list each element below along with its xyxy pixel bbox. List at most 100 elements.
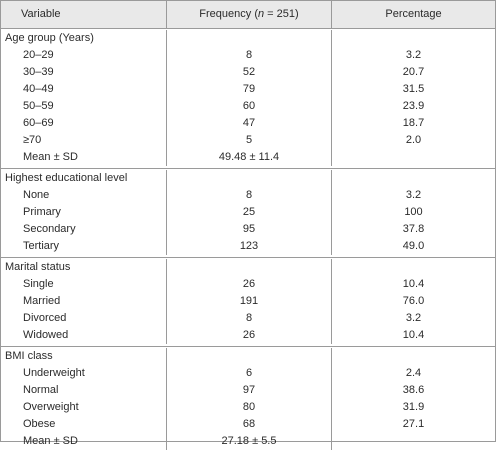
data-row: None 8 3.2 [1,187,495,204]
row-label: Secondary [23,223,76,235]
cell [331,170,495,187]
percentage: 76.0 [331,293,495,310]
data-row: Widowed 26 10.4 [1,327,495,344]
frequency: 5 [166,132,331,149]
data-row: Tertiary 123 49.0 [1,238,495,255]
percentage: 2.0 [331,132,495,149]
header-cell: Frequency (n = 251) [166,1,331,28]
frequency: 26 [166,276,331,293]
frequency: 97 [166,382,331,399]
section-title: Marital status [5,261,71,273]
percentage: 31.5 [331,81,495,98]
data-row: ≥70 5 2.0 [1,132,495,149]
percentage: 100 [331,204,495,221]
frequency: 123 [166,238,331,255]
percentage: 27.1 [331,416,495,433]
data-row: Single 26 10.4 [1,276,495,293]
section-title: Age group (Years) [5,32,94,44]
data-row: 50–59 60 23.9 [1,98,495,115]
row-label: Single [23,278,54,290]
row-label: Obese [23,418,56,430]
frequency: 8 [166,187,331,204]
row-label: 60–69 [23,117,54,129]
data-row: Secondary 95 37.8 [1,221,495,238]
frequency: 79 [166,81,331,98]
percentage: 37.8 [331,221,495,238]
frequency: 52 [166,64,331,81]
header-row: Variable Frequency (n = 251) Percentage [1,1,495,29]
row-label: Widowed [23,329,69,341]
frequency: 191 [166,293,331,310]
row-label: Mean ± SD [23,151,78,163]
header-text: Frequency ( [199,8,258,20]
data-row: Divorced 8 3.2 [1,310,495,327]
cell [166,170,331,187]
data-row: 30–39 52 20.7 [1,64,495,81]
percentage: 18.7 [331,115,495,132]
data-row: 60–69 47 18.7 [1,115,495,132]
percentage: 23.9 [331,98,495,115]
section-title: BMI class [5,350,53,362]
cell [166,30,331,47]
frequency: 6 [166,365,331,382]
row-label: ≥70 [23,134,42,146]
row-label: Divorced [23,312,67,324]
frequency: 95 [166,221,331,238]
row-label: Tertiary [23,240,60,252]
section: Marital status Single 26 10.4 Married 191 76.0… [1,258,495,347]
frequency: 26 [166,327,331,344]
header-text: = 251) [264,8,299,20]
section: BMI class Underweight 6 2.4 Normal 97 38.6 Over… [1,347,495,452]
row-label: Normal [23,384,59,396]
cell [331,348,495,365]
row-label: 50–59 [23,100,54,112]
section: Age group (Years) 20–29 8 3.2 30–39 52 20.7 40–… [1,29,495,169]
section-title-row: Highest educational level [1,170,495,187]
header-cell: Percentage [331,1,495,28]
row-label: Overweight [23,401,79,413]
percentage: 38.6 [331,382,495,399]
frequency: 68 [166,416,331,433]
cell [166,259,331,276]
data-row: Primary 25 100 [1,204,495,221]
cell [331,149,495,166]
cell [166,348,331,365]
frequency: 8 [166,47,331,64]
frequency: 49.48 ± 11.4 [166,149,331,166]
row-label: Primary [23,206,61,218]
row-label: 40–49 [23,83,54,95]
data-row: Married 191 76.0 [1,293,495,310]
data-row: 40–49 79 31.5 [1,81,495,98]
cell [331,30,495,47]
header-text: n [258,8,265,20]
row-label: None [23,189,50,201]
section-title-row: BMI class [1,348,495,365]
percentage: 3.2 [331,47,495,64]
data-row: Overweight 80 31.9 [1,399,495,416]
row-label: Underweight [23,367,85,379]
row-label: 30–39 [23,66,54,78]
data-row: Obese 68 27.1 [1,416,495,433]
percentage: 20.7 [331,64,495,81]
percentage: 2.4 [331,365,495,382]
percentage: 10.4 [331,276,495,293]
data-row: Underweight 6 2.4 [1,365,495,382]
percentage: 49.0 [331,238,495,255]
cell [331,259,495,276]
section-title: Highest educational level [5,172,128,184]
percentage: 10.4 [331,327,495,344]
frequency: 60 [166,98,331,115]
percentage: 3.2 [331,187,495,204]
frequency: 25 [166,204,331,221]
data-row: Normal 97 38.6 [1,382,495,399]
section-title-row: Age group (Years) [1,30,495,47]
header-cell: Variable [21,8,61,20]
frequency: 80 [166,399,331,416]
data-row: 20–29 8 3.2 [1,47,495,64]
section: Highest educational level None 8 3.2 Primary… [1,169,495,258]
percentage: 31.9 [331,399,495,416]
row-label: Married [23,295,61,307]
data-row: Mean ± SD 49.48 ± 11.4 [1,149,495,166]
section-title-row: Marital status [1,259,495,276]
